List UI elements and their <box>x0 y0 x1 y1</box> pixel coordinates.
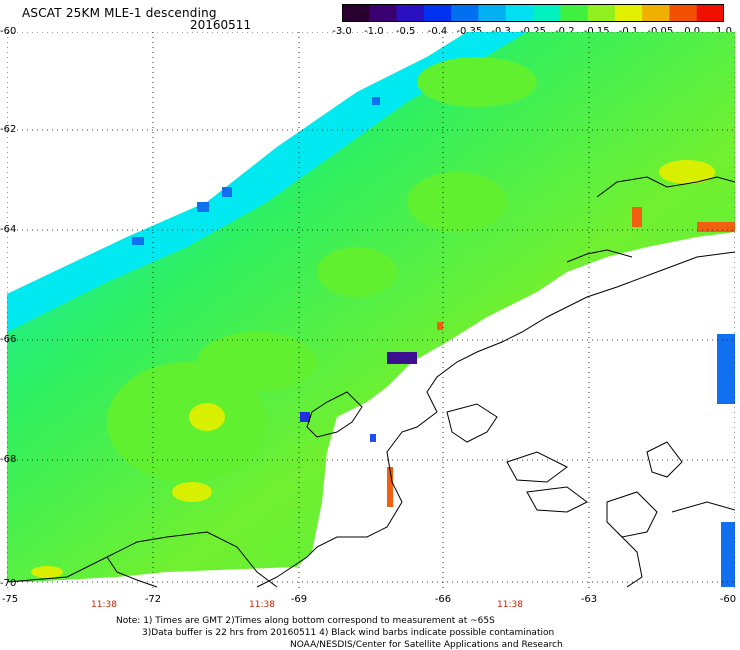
lat-label-68: -68 <box>0 454 17 465</box>
colorbar-tick-label: 1.0 <box>716 26 732 37</box>
colorbar-segment <box>696 4 724 22</box>
orange-pixels <box>387 207 735 507</box>
colorbar <box>342 4 724 22</box>
product-title: ASCAT 25KM MLE-1 descending <box>22 6 217 20</box>
colorbar-segment <box>560 4 589 22</box>
colorbar-tick-label: -0.5 <box>395 26 416 37</box>
lat-label-60: -60 <box>0 26 17 37</box>
colorbar-tick-label: 0.0 <box>684 26 701 37</box>
product-date: 20160511 <box>190 18 252 32</box>
colorbar-segment <box>369 4 398 22</box>
dark-pixels <box>300 352 417 442</box>
lon-label-60: -60 <box>719 594 737 605</box>
colorbar-tick-label: -0.25 <box>520 26 546 37</box>
colorbar-segment <box>478 4 507 22</box>
colorbar-tick-label: -0.4 <box>427 26 448 37</box>
colorbar-segment <box>533 4 561 22</box>
note-line-2: 3)Data buffer is 22 hrs from 20160511 4)… <box>142 628 555 638</box>
colorbar-segment <box>505 4 534 22</box>
lon-label-63: -63 <box>580 594 598 605</box>
colorbar-tick-label: -0.15 <box>583 26 610 37</box>
lat-label-70: -70 <box>0 578 17 589</box>
colorbar-segment <box>396 4 425 22</box>
right-edge-blue <box>717 334 735 587</box>
colorbar-labels: -3.0 -1.0 -0.5 -0.4 -0.35 -0.3 -0.25 -0.2 -0.15-… <box>330 26 734 40</box>
time-label-1: 11:38 <box>91 600 117 610</box>
time-label-2: 11:38 <box>249 600 275 610</box>
cyan-band <box>7 32 527 332</box>
coastline <box>7 176 735 588</box>
lat-label-66: -66 <box>0 334 17 345</box>
colorbar-segment <box>614 4 643 22</box>
lat-label-64: -64 <box>0 224 17 235</box>
colorbar-segment <box>587 4 616 22</box>
colorbar-segment <box>451 4 479 22</box>
colorbar-tick-label: -3.0 <box>332 26 352 37</box>
colorbar-tick-label: -0.05 <box>647 26 674 37</box>
colorbar-tick-label: -0.2 <box>555 26 575 37</box>
yellow-patches <box>31 160 715 578</box>
colorbar-tick-label: -0.3 <box>491 26 511 37</box>
lon-label-72: -72 <box>144 594 162 605</box>
colorbar-segment <box>642 4 670 22</box>
lon-label-66: -66 <box>434 594 452 605</box>
colorbar-segment <box>423 4 452 22</box>
colorbar-tick-label: -1.0 <box>364 26 384 37</box>
map-plot <box>7 32 735 592</box>
note-line-3: NOAA/NESDIS/Center for Satellite Applica… <box>290 640 563 650</box>
colorbar-tick-label: -0.35 <box>456 26 483 37</box>
colorbar-tick-label: -0.1 <box>618 26 639 37</box>
lat-label-62: -62 <box>0 124 17 135</box>
graticule <box>7 32 735 592</box>
green-patches <box>107 57 537 482</box>
note-line-1: Note: 1) Times are GMT 2)Times along bot… <box>116 616 495 626</box>
colorbar-segment <box>342 4 370 22</box>
colorbar-segment <box>669 4 698 22</box>
lon-label-69: -69 <box>290 594 308 605</box>
lon-label-75: -75 <box>1 594 19 605</box>
time-label-3: 11:38 <box>497 600 523 610</box>
